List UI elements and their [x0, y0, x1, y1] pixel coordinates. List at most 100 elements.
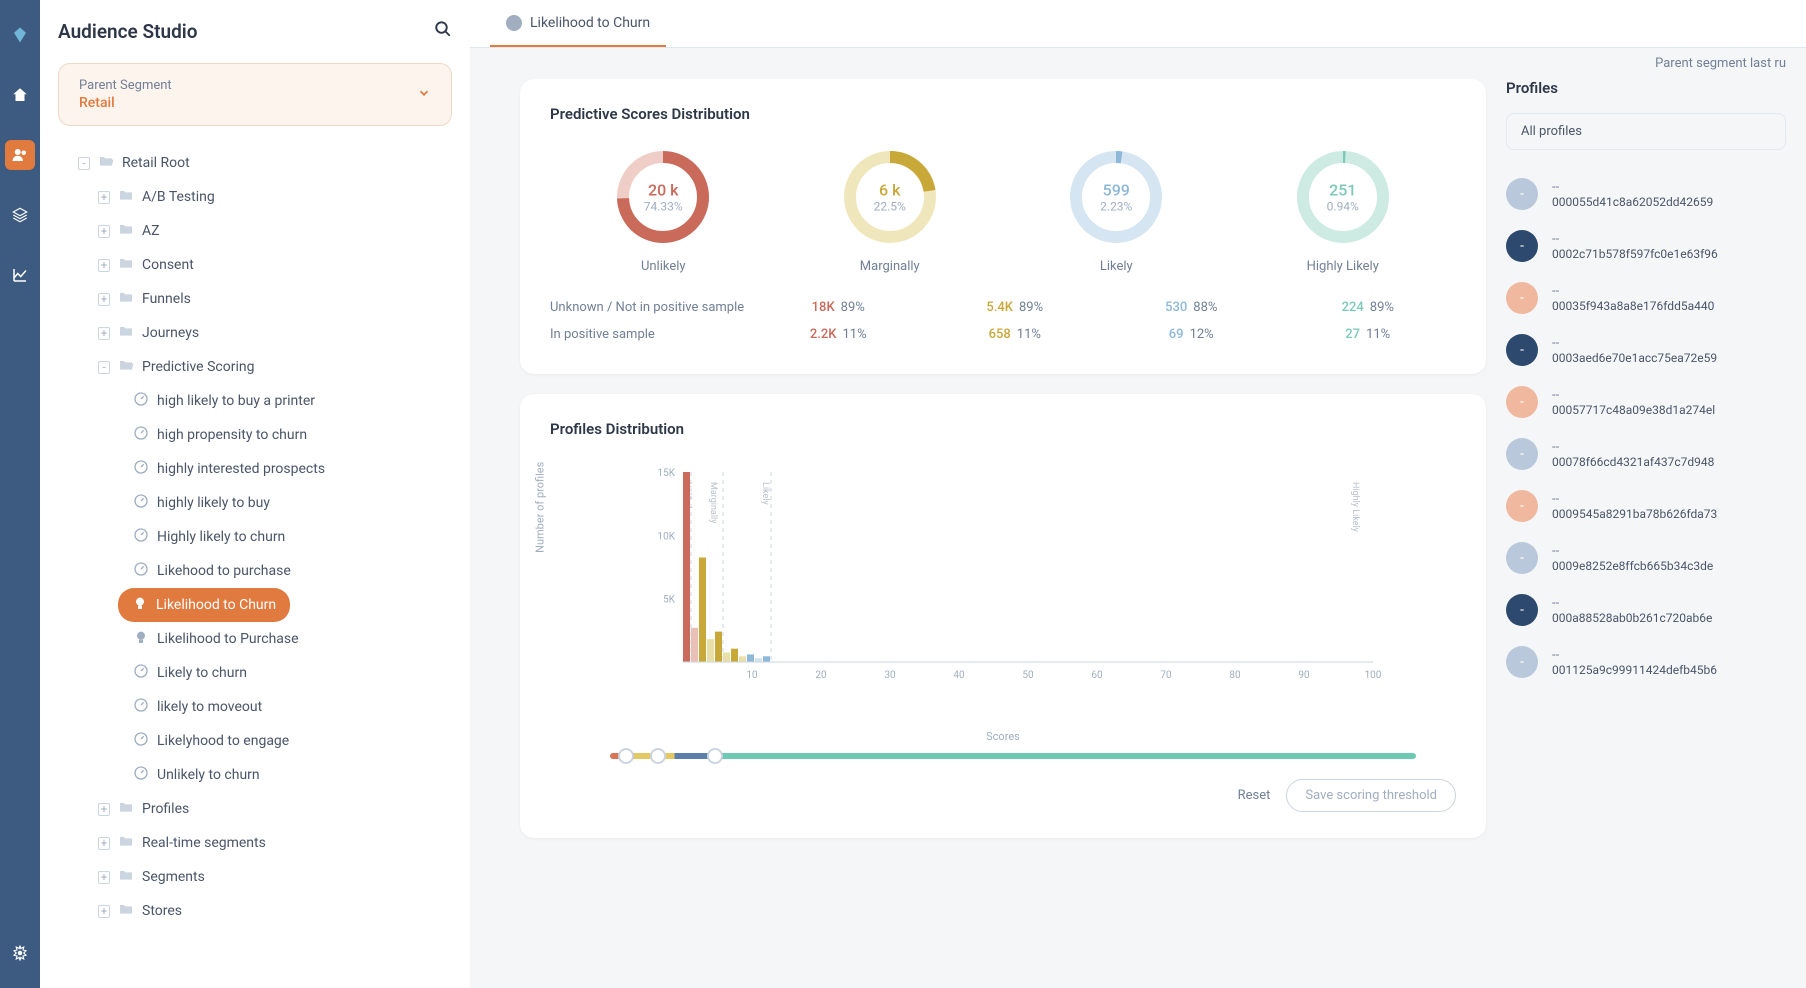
tree-node[interactable]: +Consent — [58, 248, 452, 282]
nav-audience-icon[interactable] — [5, 140, 35, 170]
donut-pct: 74.33% — [644, 200, 683, 214]
tree-toggle[interactable]: + — [98, 225, 110, 238]
tree-toggle[interactable]: + — [98, 259, 110, 272]
tree-node[interactable]: +A/B Testing — [58, 180, 452, 214]
svg-text:10K: 10K — [657, 531, 675, 542]
tree-node[interactable]: +Journeys — [58, 316, 452, 350]
profile-id: 001125a9c99911424defb45b6 — [1552, 663, 1717, 677]
tree-label: Likely to churn — [157, 665, 247, 681]
tree-toggle[interactable]: + — [98, 293, 110, 306]
tree-node[interactable]: high propensity to churn — [58, 418, 452, 452]
parent-segment-selector[interactable]: Parent Segment Retail — [58, 63, 452, 126]
profile-item[interactable]: - -- 0003aed6e70e1acc75ea72e59 — [1506, 324, 1786, 376]
tree-toggle[interactable]: + — [98, 327, 110, 340]
tree-node[interactable]: +Segments — [58, 860, 452, 894]
nav-rail — [0, 0, 40, 988]
tree-label: Likelihood to Churn — [156, 597, 276, 613]
slider-handle[interactable] — [618, 748, 634, 764]
tree-node[interactable]: Likehood to purchase — [58, 554, 452, 588]
dist-row-label: In positive sample — [550, 327, 750, 342]
avatar: - — [1506, 542, 1538, 574]
tree-toggle[interactable]: + — [98, 905, 110, 918]
tree-node[interactable]: Likelihood to Churn — [118, 588, 290, 622]
profiles-title: Profiles — [1506, 79, 1558, 97]
dist-row: In positive sample2.2K11%65811%6912%2711… — [550, 321, 1456, 348]
gauge-icon — [133, 663, 149, 683]
tree-toggle[interactable]: + — [98, 191, 110, 204]
tree-node[interactable]: -Predictive Scoring — [58, 350, 452, 384]
tree-node[interactable]: Likelihood to Purchase — [58, 622, 452, 656]
tree-label: Likelihood to Purchase — [157, 631, 299, 647]
tree-label: likely to moveout — [157, 699, 262, 715]
svg-text:100: 100 — [1365, 670, 1382, 681]
parent-segment-label: Parent Segment — [79, 78, 172, 93]
x-axis-label: Scores — [550, 730, 1456, 743]
save-threshold-button[interactable]: Save scoring threshold — [1286, 779, 1456, 812]
tree-node[interactable]: Likely to churn — [58, 656, 452, 690]
tree-node[interactable]: +Stores — [58, 894, 452, 928]
gauge-icon — [133, 697, 149, 717]
dist-count: 224 — [1342, 300, 1364, 315]
profile-item[interactable]: - -- 001125a9c99911424defb45b6 — [1506, 636, 1786, 688]
tree-toggle[interactable]: - — [98, 361, 110, 374]
dist-pct: 89% — [1019, 300, 1043, 315]
dist-count: 69 — [1169, 327, 1184, 342]
slider-handle[interactable] — [707, 748, 723, 764]
tree-label: highly likely to buy — [157, 495, 270, 511]
profile-name: -- — [1552, 492, 1717, 507]
dist-pct: 89% — [841, 300, 865, 315]
svg-text:50: 50 — [1022, 670, 1034, 681]
nav-layers-icon[interactable] — [5, 200, 35, 230]
threshold-slider[interactable] — [610, 753, 1416, 759]
profile-item[interactable]: - -- 00057717c48a09e38d1a274el — [1506, 376, 1786, 428]
tree-label: Highly likely to churn — [157, 529, 285, 545]
profile-id: 000055d41c8a62052dd42659 — [1552, 195, 1713, 209]
tree-node[interactable]: +Real-time segments — [58, 826, 452, 860]
tree-toggle[interactable]: - — [78, 157, 90, 170]
tree-node[interactable]: +Profiles — [58, 792, 452, 826]
nav-diamond-icon[interactable] — [5, 20, 35, 50]
tree-node[interactable]: high likely to buy a printer — [58, 384, 452, 418]
gauge-icon — [133, 391, 149, 411]
avatar: - — [1506, 490, 1538, 522]
tree-toggle[interactable]: + — [98, 837, 110, 850]
tab-likelihood-to-churn[interactable]: Likelihood to Churn — [490, 1, 666, 47]
parent-segment-value: Retail — [79, 95, 172, 111]
profile-name: -- — [1552, 544, 1713, 559]
profile-item[interactable]: - -- 000a88528ab0b261c720ab6e — [1506, 584, 1786, 636]
tree-node[interactable]: + AZ — [58, 214, 452, 248]
reset-button[interactable]: Reset — [1238, 788, 1271, 803]
profile-item[interactable]: - -- 00035f943a8a8e176fdd5a440 — [1506, 272, 1786, 324]
profile-item[interactable]: - -- 00078f66cd4321af437c7d948 — [1506, 428, 1786, 480]
score-donut: 6 k 22.5% Marginally — [840, 147, 940, 274]
tree-node[interactable]: likely to moveout — [58, 690, 452, 724]
tree-node[interactable]: Unlikely to churn — [58, 758, 452, 792]
tree-node[interactable]: +Funnels — [58, 282, 452, 316]
tree-toggle[interactable]: + — [98, 803, 110, 816]
folder-icon — [118, 901, 134, 921]
tree-node[interactable]: highly interested prospects — [58, 452, 452, 486]
card-title: Predictive Scores Distribution — [550, 105, 1456, 123]
profile-id: 0002c71b578f597fc0e1e63f96 — [1552, 247, 1718, 261]
tree-toggle[interactable]: + — [98, 871, 110, 884]
tree-node[interactable]: -Retail Root — [58, 146, 452, 180]
dist-row-label: Unknown / Not in positive sample — [550, 300, 750, 315]
tree-label: AZ — [142, 223, 160, 239]
profile-item[interactable]: - -- 0002c71b578f597fc0e1e63f96 — [1506, 220, 1786, 272]
nav-chart-icon[interactable] — [5, 260, 35, 290]
search-icon[interactable] — [434, 20, 452, 43]
nav-settings-icon[interactable] — [5, 938, 35, 968]
nav-home-icon[interactable] — [5, 80, 35, 110]
tree-node[interactable]: Highly likely to churn — [58, 520, 452, 554]
profiles-distribution-card: Profiles Distribution Number of profiles… — [520, 394, 1486, 838]
slider-handle[interactable] — [650, 748, 666, 764]
profile-id: 000a88528ab0b261c720ab6e — [1552, 611, 1712, 625]
profiles-filter-dropdown[interactable]: All profiles — [1506, 113, 1786, 150]
profile-name: -- — [1552, 648, 1717, 663]
tree-node[interactable]: Likelyhood to engage — [58, 724, 452, 758]
dist-pct: 88% — [1193, 300, 1217, 315]
profile-item[interactable]: - -- 0009e8252e8ffcb665b34c3de — [1506, 532, 1786, 584]
tree-node[interactable]: highly likely to buy — [58, 486, 452, 520]
profile-item[interactable]: - -- 0009545a8291ba78b626fda73 — [1506, 480, 1786, 532]
profile-item[interactable]: - -- 000055d41c8a62052dd42659 — [1506, 168, 1786, 220]
